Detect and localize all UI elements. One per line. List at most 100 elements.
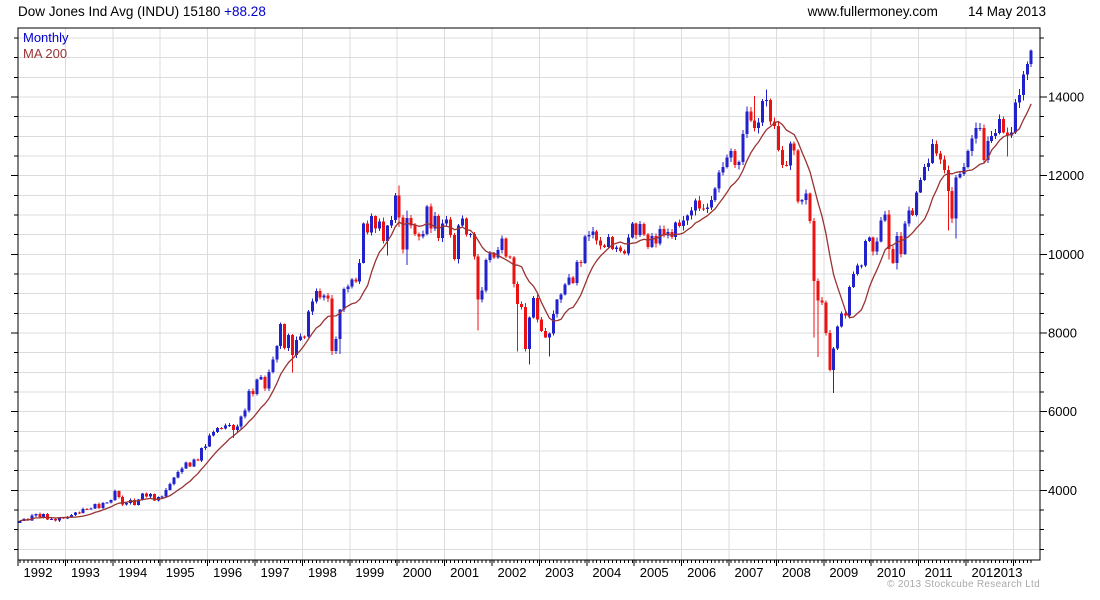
candle — [816, 278, 820, 357]
candle — [820, 296, 824, 306]
candle — [358, 258, 362, 284]
candle — [891, 246, 895, 265]
y-axis-label: 8000 — [1048, 325, 1077, 340]
candle — [496, 247, 500, 260]
candle — [595, 229, 599, 245]
candle — [701, 204, 705, 211]
candle — [824, 300, 828, 336]
x-axis-label: 1998 — [308, 565, 337, 580]
x-axis-label: 2000 — [403, 565, 432, 580]
x-axis-label: 2010 — [877, 565, 906, 580]
candle — [381, 217, 385, 244]
candle — [38, 512, 42, 518]
candle — [567, 273, 571, 286]
candle — [77, 511, 81, 515]
candle — [405, 210, 409, 265]
candle — [259, 375, 263, 381]
candle — [89, 507, 93, 510]
candle — [927, 158, 930, 171]
candle — [575, 259, 579, 286]
candle — [306, 310, 310, 338]
candle — [338, 309, 342, 354]
candle — [729, 148, 733, 163]
candle — [468, 232, 472, 238]
candle — [784, 160, 788, 167]
candle — [350, 277, 354, 289]
candle — [551, 310, 555, 336]
candle — [990, 131, 994, 144]
y-axis-labels: 4000 6000 8000 10000 12000 14000 — [1048, 90, 1084, 498]
candle — [555, 298, 559, 318]
candle — [460, 215, 464, 227]
candle — [670, 228, 674, 240]
candle — [101, 502, 105, 510]
candle — [721, 162, 725, 176]
candle — [397, 185, 401, 227]
candle — [275, 344, 279, 363]
candle — [287, 333, 291, 351]
candle — [93, 503, 97, 510]
candle — [942, 155, 946, 174]
candle — [749, 106, 753, 122]
header-right: www.fullermoney.com 14 May 2013 — [808, 4, 1046, 19]
candle — [946, 165, 950, 231]
candle — [298, 333, 302, 342]
candle — [121, 495, 125, 506]
candle — [709, 196, 713, 210]
candle — [318, 288, 322, 300]
candle — [516, 281, 520, 352]
candle — [682, 215, 686, 231]
x-axis-label: 2012 — [972, 565, 1001, 580]
candle — [172, 477, 176, 486]
x-axis-label: 2004 — [592, 565, 621, 580]
candle — [310, 298, 314, 315]
candle — [409, 214, 413, 229]
candle — [144, 492, 148, 498]
candle — [73, 512, 77, 517]
candle — [678, 219, 682, 228]
candle — [105, 502, 109, 504]
candle — [441, 219, 445, 242]
candle — [18, 520, 22, 524]
candle — [543, 328, 547, 339]
candle — [1013, 99, 1017, 135]
candle — [650, 233, 654, 248]
candle — [216, 426, 219, 433]
candle — [1002, 116, 1006, 134]
candle — [618, 245, 622, 253]
candle — [780, 146, 784, 169]
candle — [614, 245, 618, 252]
candle — [788, 141, 792, 171]
candle — [54, 518, 58, 522]
x-axis-label: 1995 — [166, 565, 195, 580]
candle — [611, 236, 614, 250]
x-axis-label: 2009 — [829, 565, 858, 580]
candle — [887, 210, 891, 260]
candle — [950, 187, 954, 223]
candle — [626, 234, 630, 256]
candle — [374, 215, 377, 234]
candle — [792, 141, 796, 155]
candle — [962, 163, 966, 177]
candle — [46, 513, 50, 521]
candle — [227, 422, 231, 428]
candle — [302, 335, 306, 339]
candle — [425, 205, 429, 236]
candle — [923, 163, 927, 181]
candle — [930, 139, 934, 165]
candle — [690, 206, 693, 220]
candle — [200, 447, 204, 463]
candle — [954, 175, 958, 239]
candle — [859, 264, 863, 269]
candle — [117, 490, 121, 499]
candle — [812, 218, 816, 338]
grid-lines — [18, 28, 1040, 560]
candle — [855, 263, 859, 276]
website-text: www.fullermoney.com — [807, 4, 938, 19]
candle — [662, 225, 666, 238]
candle — [421, 230, 425, 239]
y-axis-label: 14000 — [1048, 90, 1084, 105]
candle — [85, 507, 89, 510]
